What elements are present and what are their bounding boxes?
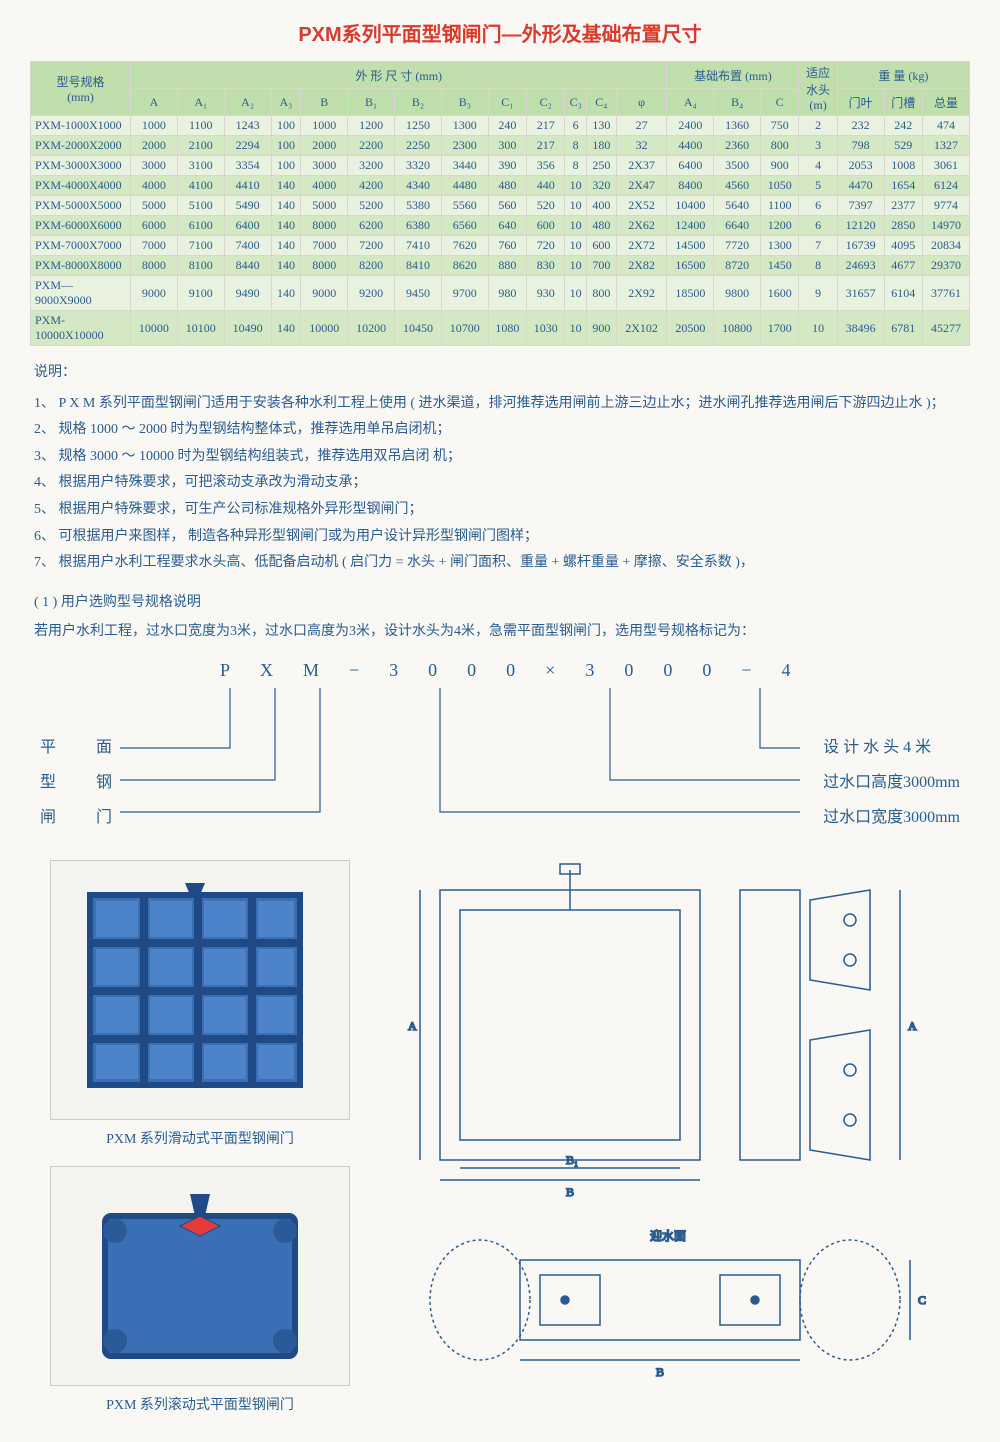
schema-right-label: 过水口高度3000mm bbox=[823, 765, 960, 800]
table-row: PXM-3000X3000300031003354100300032003320… bbox=[31, 156, 970, 176]
technical-drawings: A B B₁ A 迎水面 bbox=[390, 860, 970, 1420]
caption-1: PXM 系列滑动式平面型钢闸门 bbox=[30, 1128, 370, 1148]
col-14: B₄ bbox=[714, 89, 761, 116]
selection-head: ( 1 ) 用户选购型号规格说明 bbox=[34, 591, 966, 611]
schema-right-label: 过水口宽度3000mm bbox=[823, 800, 960, 835]
table-row: PXM-7000X7000700071007400140700072007410… bbox=[31, 236, 970, 256]
col-base: 基础布置 (mm) bbox=[667, 62, 799, 89]
schema-left-label: 型 钢 bbox=[40, 765, 130, 800]
col-7: B₃ bbox=[441, 89, 488, 116]
svg-text:B: B bbox=[656, 1365, 664, 1379]
note-line: 6、 可根据用户来图样， 制造各种异形型钢闸门或为用户设计异形型钢闸门图样； bbox=[34, 524, 966, 551]
table-row: PXM-1000X1000100011001243100100012001250… bbox=[31, 116, 970, 136]
col-3: A₃ bbox=[271, 89, 301, 116]
col-model: 型号规格 (mm) bbox=[31, 62, 131, 116]
table-row: PXM-4000X4000400041004410140400042004340… bbox=[31, 176, 970, 196]
col-head: 适应 水头 (m) bbox=[799, 62, 837, 116]
svg-text:C: C bbox=[918, 1293, 926, 1307]
col-6: B₂ bbox=[395, 89, 442, 116]
note-line: 7、 根据用户水利工程要求水头高、低配备启动机 ( 启门力 = 水头 + 闸门面… bbox=[34, 550, 966, 577]
svg-text:迎水面: 迎水面 bbox=[650, 1229, 686, 1243]
col-17: 门叶 bbox=[837, 89, 884, 116]
model-code-diagram: PXM−3000×3000−4 平 面型 钢闸 门 设 计 水 头 4 米过水口… bbox=[40, 660, 960, 840]
schema-left-label: 闸 门 bbox=[40, 800, 130, 835]
col-outer: 外 形 尺 寸 (mm) bbox=[131, 62, 667, 89]
svg-text:B: B bbox=[566, 1185, 574, 1199]
col-1: A₁ bbox=[177, 89, 224, 116]
note-line: 3、 规格 3000 ～ 10000 时为型钢结构组装式，推荐选用双吊启闭 机； bbox=[34, 444, 966, 471]
table-row: PXM-6000X6000600061006400140800062006380… bbox=[31, 216, 970, 236]
col-18: 门槽 bbox=[884, 89, 922, 116]
svg-text:A: A bbox=[908, 1019, 917, 1033]
notes-head: 说明： bbox=[34, 360, 966, 387]
note-line: 1、 P X M 系列平面型钢闸门适用于安装各种水利工程上使用 ( 进水渠道，排… bbox=[34, 391, 966, 418]
col-weight: 重 量 (kg) bbox=[837, 62, 969, 89]
svg-text:B₁: B₁ bbox=[566, 1153, 578, 1167]
col-2: A₂ bbox=[224, 89, 271, 116]
selection-line: 若用户水利工程，过水口宽度为3米，过水口高度为3米，设计水头为4米，急需平面型钢… bbox=[34, 619, 966, 644]
col-10: C₃ bbox=[565, 89, 587, 116]
photo-sliding-gate bbox=[50, 860, 350, 1120]
page-title: PXM系列平面型钢闸门—外形及基础布置尺寸 bbox=[30, 18, 970, 47]
table-row: PXM-10000X100001000010100104901401000010… bbox=[31, 311, 970, 346]
col-15: C bbox=[761, 89, 799, 116]
col-12: φ bbox=[616, 89, 667, 116]
col-9: C₂ bbox=[527, 89, 565, 116]
schema-right-label: 设 计 水 头 4 米 bbox=[823, 730, 960, 765]
col-19: 总量 bbox=[922, 89, 969, 116]
note-line: 5、 根据用户特殊要求，可生产公司标准规格外异形型钢闸门； bbox=[34, 497, 966, 524]
col-8: C₁ bbox=[488, 89, 526, 116]
table-row: PXM—9000X9000900091009490140900092009450… bbox=[31, 276, 970, 311]
caption-2: PXM 系列滚动式平面型钢闸门 bbox=[30, 1394, 370, 1414]
spec-table: 型号规格 (mm) 外 形 尺 寸 (mm) 基础布置 (mm) 适应 水头 (… bbox=[30, 61, 970, 346]
col-13: A₄ bbox=[667, 89, 714, 116]
note-line: 4、 根据用户特殊要求，可把滚动支承改为滑动支承； bbox=[34, 470, 966, 497]
table-row: PXM-8000X8000800081008440140800082008410… bbox=[31, 256, 970, 276]
notes-section: 说明： 1、 P X M 系列平面型钢闸门适用于安装各种水利工程上使用 ( 进水… bbox=[34, 360, 966, 577]
table-row: PXM-5000X5000500051005490140500052005380… bbox=[31, 196, 970, 216]
svg-text:A: A bbox=[408, 1019, 417, 1033]
col-11: C₄ bbox=[586, 89, 616, 116]
col-5: B₁ bbox=[348, 89, 395, 116]
note-line: 2、 规格 1000 ～ 2000 时为型钢结构整体式，推荐选用单吊启闭机； bbox=[34, 417, 966, 444]
schema-left-label: 平 面 bbox=[40, 730, 130, 765]
table-row: PXM-2000X2000200021002294100200022002250… bbox=[31, 136, 970, 156]
col-0: A bbox=[131, 89, 178, 116]
photo-rolling-gate bbox=[50, 1166, 350, 1386]
col-4: B bbox=[301, 89, 348, 116]
